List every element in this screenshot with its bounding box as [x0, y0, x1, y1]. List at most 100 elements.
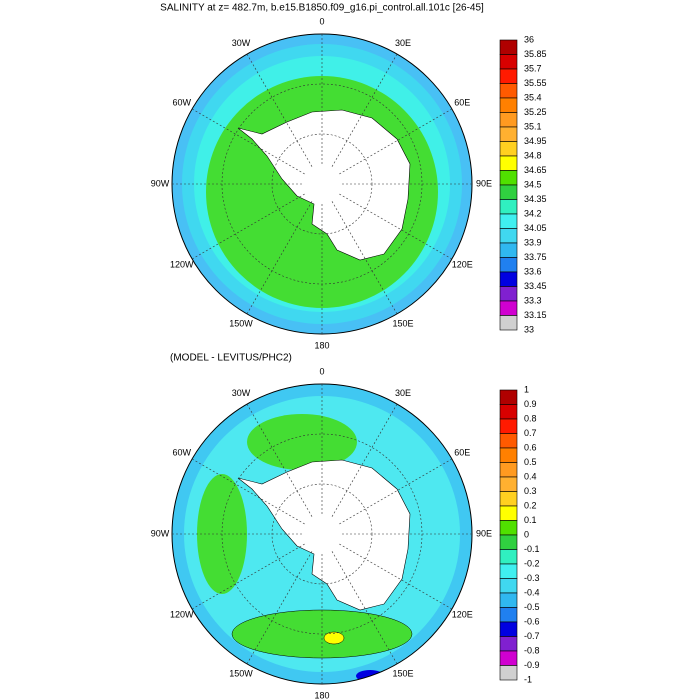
meridian [191, 193, 305, 260]
colorbar-label: 0.7 [524, 428, 537, 438]
meridian [246, 53, 313, 167]
colorbar-box [499, 286, 518, 302]
colorbar-label: 0.6 [524, 442, 537, 452]
colorbar-label: 0.3 [524, 486, 537, 496]
colorbar-box [499, 418, 518, 434]
map-title: (MODEL - LEVITUS/PHC2) [170, 353, 292, 364]
meridian [246, 403, 313, 517]
colorbar-box [499, 534, 518, 550]
meridian [191, 458, 305, 525]
colorbar-box [499, 271, 518, 287]
colorbar-label: 35.25 [524, 107, 547, 117]
longitude-label: 30E [395, 38, 411, 48]
colorbar-box [499, 389, 518, 405]
colorbar-box [499, 257, 518, 273]
colorbar-label: -0.6 [524, 616, 540, 626]
longitude-label: 150W [229, 319, 253, 329]
longitude-label: 120W [170, 609, 194, 619]
colorbar-label: -0.1 [524, 544, 540, 554]
colorbar-box [499, 97, 518, 113]
longitude-label: 60E [454, 447, 470, 457]
colorbar-label: -0.2 [524, 558, 540, 568]
colorbar-box [499, 563, 518, 579]
colorbar-box [499, 184, 518, 200]
meridian [191, 108, 305, 175]
colorbar-label: 34.2 [524, 208, 542, 218]
colorbar-box [499, 462, 518, 478]
colorbar-box [499, 141, 518, 157]
colorbar-box [499, 126, 518, 142]
colorbar-label: 35.55 [524, 78, 547, 88]
colorbar-box [499, 68, 518, 84]
meridian [339, 458, 453, 525]
longitude-label: 90E [476, 178, 492, 188]
colorbar-label: 36 [524, 34, 534, 44]
colorbar-label: 34.05 [524, 223, 547, 233]
colorbar-box [499, 476, 518, 492]
longitude-label: 120E [452, 609, 473, 619]
colorbar-box [499, 549, 518, 565]
colorbar-label: 34.95 [524, 136, 547, 146]
colorbar-label: 34.8 [524, 150, 542, 160]
colorbar-box [499, 433, 518, 449]
meridian [246, 551, 313, 665]
meridian [331, 551, 398, 665]
longitude-label: 120W [170, 259, 194, 269]
colorbar-label: 33.75 [524, 252, 547, 262]
colorbar-label: 0.2 [524, 500, 537, 510]
longitude-label: 180 [314, 340, 329, 350]
longitude-label: 60E [454, 97, 470, 107]
colorbar-label: 33.3 [524, 295, 542, 305]
meridian [246, 201, 313, 315]
colorbar-box [499, 213, 518, 229]
longitude-label: 30W [232, 388, 251, 398]
colorbar-label: 35.7 [524, 63, 542, 73]
longitude-label: 30E [395, 388, 411, 398]
meridian [339, 193, 453, 260]
meridian [191, 543, 305, 610]
colorbar-box [499, 578, 518, 594]
longitude-label: 120E [452, 259, 473, 269]
colorbar-label: 0.1 [524, 515, 537, 525]
meridian [339, 108, 453, 175]
colorbar-box [499, 650, 518, 666]
colorbar-label: 35.1 [524, 121, 542, 131]
colorbar-box [499, 315, 518, 331]
map-title: SALINITY at z= 482.7m, b.e15.B1850.f09_g… [160, 3, 484, 14]
colorbar-label: 34.65 [524, 165, 547, 175]
longitude-label: 180 [314, 690, 329, 700]
colorbar-label: 35.4 [524, 92, 542, 102]
colorbar-box [499, 242, 518, 258]
longitude-label: 150W [229, 669, 253, 679]
colorbar-label: 35.85 [524, 49, 547, 59]
colorbar-box [499, 199, 518, 215]
colorbar-label: 33 [524, 324, 534, 334]
colorbar-box [499, 520, 518, 536]
colorbar-box [499, 300, 518, 316]
colorbar-label: -0.8 [524, 645, 540, 655]
colorbar-label: 33.6 [524, 266, 542, 276]
longitude-label: 30W [232, 38, 251, 48]
colorbar-box [499, 491, 518, 507]
longitude-label: 150E [392, 319, 413, 329]
colorbar-box [499, 83, 518, 99]
colorbar-box [499, 54, 518, 70]
longitude-label: 0 [319, 16, 324, 26]
longitude-label: 150E [392, 669, 413, 679]
colorbar-box [499, 447, 518, 463]
colorbar-label: 1 [524, 384, 529, 394]
colorbar-label: -0.4 [524, 587, 540, 597]
colorbar-label: -1 [524, 674, 532, 684]
colorbar-box [499, 112, 518, 128]
colorbar-box [499, 607, 518, 623]
longitude-label: 90W [151, 528, 170, 538]
longitude-label: 90E [476, 528, 492, 538]
colorbar-label: 0.8 [524, 413, 537, 423]
meridian [339, 543, 453, 610]
colorbar-label: -0.7 [524, 631, 540, 641]
longitude-label: 90W [151, 178, 170, 188]
colorbar-box [499, 621, 518, 637]
colorbar-box [499, 592, 518, 608]
colorbar-label: 33.45 [524, 281, 547, 291]
